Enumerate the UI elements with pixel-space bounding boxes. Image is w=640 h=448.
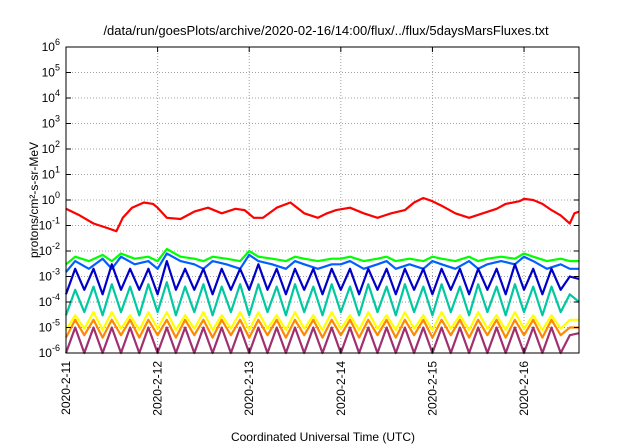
y-tick-label: 105 <box>42 63 60 80</box>
y-tick-base: 10 <box>42 91 56 105</box>
y-tick-exponent: 2 <box>55 139 60 149</box>
x-tick-label: 2020-2-13 <box>242 361 256 416</box>
y-tick-label: 102 <box>42 139 60 156</box>
x-axis: 2020-2-11 2020-2-12 2020-2-13 2020-2-14 2020… <box>59 47 531 416</box>
y-tick-base: 10 <box>42 142 56 156</box>
series-line-4 <box>64 260 580 296</box>
y-tick-label: 10-4 <box>39 292 60 309</box>
series-line-6 <box>65 311 579 332</box>
x-tick-label: 2020-2-12 <box>151 361 165 416</box>
y-tick-label: 10-6 <box>39 343 60 360</box>
y-tick-label: 104 <box>42 88 60 105</box>
series-line-2 <box>65 247 579 266</box>
y-tick-exponent: -4 <box>52 292 60 302</box>
y-tick-base: 10 <box>42 66 56 80</box>
y-tick-label: 10-2 <box>39 241 60 258</box>
y-tick-exponent: -6 <box>52 343 60 353</box>
x-tick-label: 2020-2-16 <box>517 361 531 416</box>
x-axis-label: Coordinated Universal Time (UTC) <box>231 430 415 444</box>
x-tick-label: 2020-2-15 <box>425 361 439 416</box>
y-tick-label: 103 <box>42 114 60 131</box>
y-tick-label: 10-3 <box>39 267 60 284</box>
y-tick-label: 101 <box>42 165 60 182</box>
x-tick-label: 2020-2-14 <box>334 361 348 416</box>
y-axis: 10-610-510-410-310-210-11001011021031041… <box>39 37 579 360</box>
y-tick-exponent: -1 <box>52 216 60 226</box>
y-axis-label: protons/cm²-s-sr-MeV <box>27 142 41 258</box>
y-tick-base: 10 <box>39 270 53 284</box>
y-tick-exponent: 5 <box>55 63 60 73</box>
y-tick-exponent: 3 <box>55 114 60 124</box>
y-tick-exponent: -5 <box>52 318 60 328</box>
y-tick-exponent: 4 <box>55 88 60 98</box>
y-tick-base: 10 <box>42 193 56 207</box>
series-group <box>64 196 580 355</box>
y-tick-exponent: 1 <box>55 165 60 175</box>
y-tick-base: 10 <box>39 219 53 233</box>
y-tick-exponent: 6 <box>55 37 60 47</box>
y-tick-base: 10 <box>42 40 56 54</box>
y-tick-base: 10 <box>39 346 53 360</box>
y-tick-exponent: -3 <box>52 267 60 277</box>
x-tick-label: 2020-2-11 <box>59 361 73 415</box>
y-tick-label: 10-5 <box>39 318 60 335</box>
series-line-3 <box>65 252 579 273</box>
series-line-7 <box>65 318 579 339</box>
y-tick-label: 100 <box>42 190 60 207</box>
y-tick-base: 10 <box>42 117 56 131</box>
y-tick-base: 10 <box>42 168 56 182</box>
y-tick-exponent: -2 <box>52 241 60 251</box>
y-tick-base: 10 <box>39 321 53 335</box>
chart-title: /data/run/goesPlots/archive/2020-02-16/1… <box>103 23 549 38</box>
y-tick-base: 10 <box>39 244 53 258</box>
y-tick-exponent: 0 <box>55 190 60 200</box>
y-tick-label: 106 <box>42 37 60 54</box>
y-tick-base: 10 <box>39 295 53 309</box>
series-line-1 <box>65 196 580 233</box>
y-tick-label: 10-1 <box>39 216 60 233</box>
series-line-5 <box>64 281 580 317</box>
